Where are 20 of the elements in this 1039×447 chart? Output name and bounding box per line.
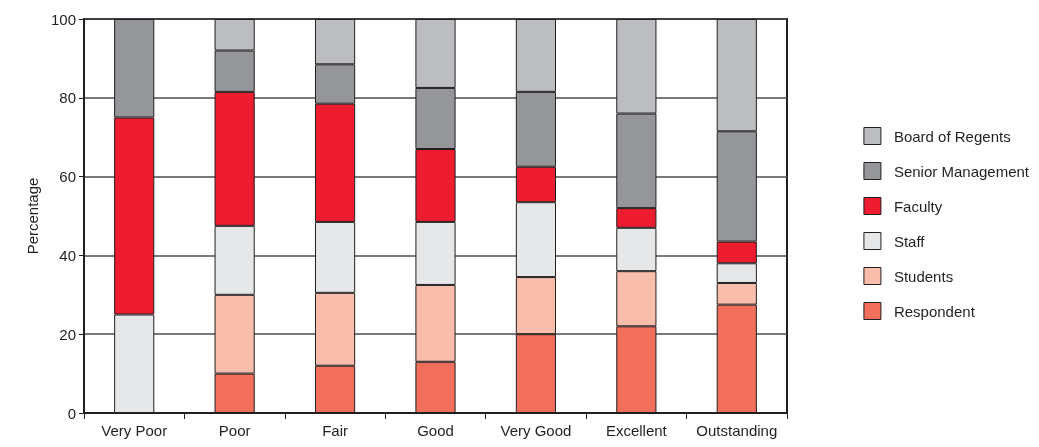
x-tick-label: Poor [218,422,251,439]
x-tick-label: Very Good [500,422,572,439]
x-tick-label: Very Poor [101,422,168,439]
legend-label: Respondent [893,302,976,320]
legend-label: Students [893,267,954,285]
legend-label: Board of Regents [893,127,1011,145]
x-tick-label: Good [417,422,454,439]
y-tick-label: 80 [59,89,76,107]
legend-label: Staff [893,232,926,250]
legend-label: Senior Management [893,162,1030,180]
y-tick-label: 40 [59,246,76,264]
y-axis-title: Percentage [24,177,41,255]
y-tick-label: 0 [67,404,76,422]
y-tick-label: 60 [59,168,76,186]
x-tick-label: Excellent [605,422,668,439]
y-tick-label: 20 [59,325,76,343]
legend-label: Faculty [893,197,943,215]
x-tick-label: Outstanding [696,422,778,439]
y-tick-label: 100 [50,10,76,28]
x-tick-label: Fair [322,422,348,439]
